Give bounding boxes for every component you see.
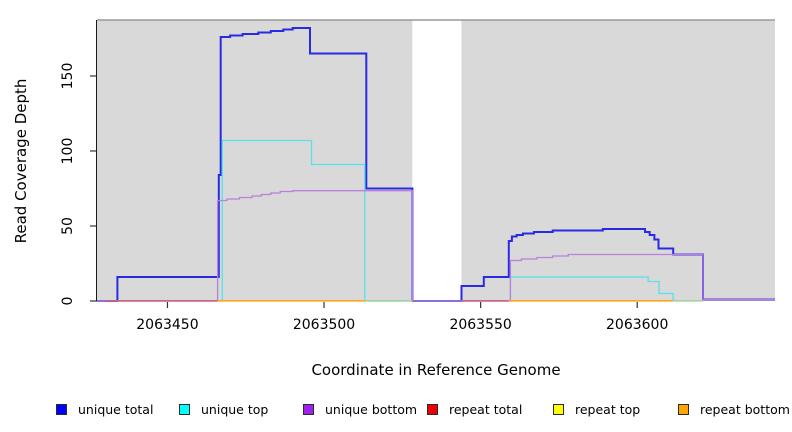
x-tick-label: 2063600 (606, 317, 669, 333)
legend-item-repeat-bottom: repeat bottom (678, 399, 790, 419)
series-unique-bottom (97, 190, 775, 302)
legend-swatch-icon (678, 403, 689, 415)
x-tick-label: 2063550 (449, 317, 512, 333)
legend-item-unique-bottom: unique bottom (303, 399, 417, 419)
left-gray-panel (97, 20, 413, 301)
x-axis-label: Coordinate in Reference Genome (311, 361, 561, 379)
legend-item-unique-total: unique total (56, 399, 153, 419)
x-tick-label: 2063500 (292, 317, 356, 333)
y-axis-label: Read Coverage Depth (12, 78, 30, 244)
y-tick-label: 100 (60, 137, 76, 165)
legend-swatch-icon (553, 403, 564, 415)
legend-swatch-icon (303, 403, 314, 415)
legend-label: unique total (78, 401, 154, 417)
legend-label: repeat bottom (700, 401, 790, 417)
legend-swatch-icon (56, 403, 67, 415)
y-tick-label: 50 (60, 217, 76, 235)
legend: unique total unique top unique bottom repea… (0, 399, 792, 421)
legend-swatch-icon (179, 403, 190, 415)
legend-item-repeat-total: repeat total (427, 399, 522, 419)
legend-swatch-icon (427, 403, 438, 415)
legend-label: repeat total (449, 401, 523, 417)
y-tick-label: 150 (60, 62, 76, 90)
y-tick-label: 0 (60, 296, 76, 306)
legend-item-unique-top: unique top (179, 399, 268, 419)
series-unique-total (97, 27, 775, 302)
legend-label: repeat top (575, 401, 641, 417)
legend-label: unique bottom (325, 401, 418, 417)
legend-item-repeat-top: repeat top (553, 399, 640, 419)
x-tick-label: 2063450 (136, 317, 199, 333)
legend-label: unique top (201, 401, 269, 417)
